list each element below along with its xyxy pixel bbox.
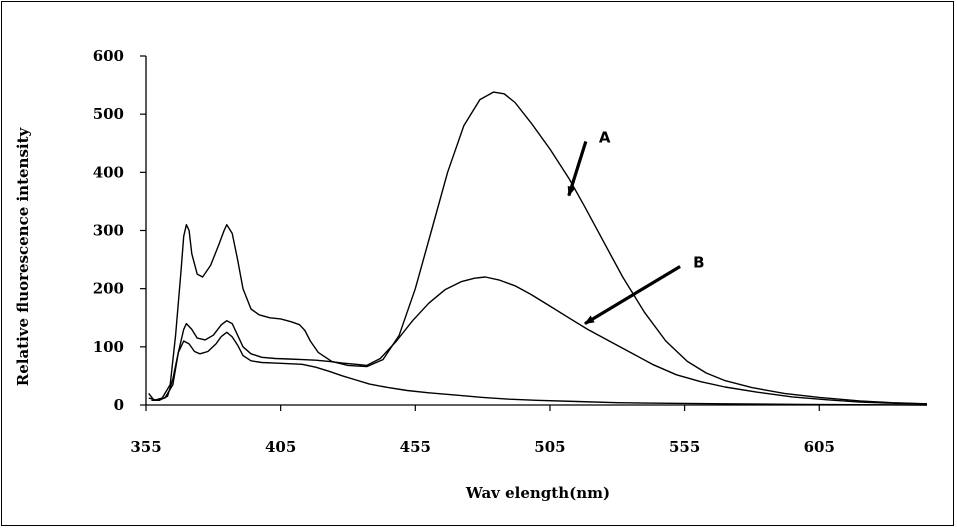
- y-tick-label: 100: [93, 338, 124, 356]
- x-tick-label: 605: [804, 438, 835, 456]
- y-tick-label: 500: [93, 105, 124, 123]
- annotation-layer: AB: [567, 128, 705, 325]
- y-tick-label: 300: [93, 222, 124, 240]
- series-unlabeled-line: [151, 331, 928, 406]
- y-tick-label: 400: [93, 163, 124, 181]
- x-tick-label: 505: [534, 438, 565, 456]
- annotation-label-B: B: [693, 253, 704, 271]
- series-layer: [148, 91, 928, 406]
- y-tick-label: 200: [93, 280, 124, 298]
- series-B-line: [148, 276, 928, 405]
- annotation-arrow-A: [567, 140, 588, 197]
- x-tick-label: 555: [669, 438, 700, 456]
- x-tick-label: 405: [265, 438, 296, 456]
- y-axis-title: Relative fluorescence intensity: [14, 126, 32, 386]
- x-axis-title: Wav elength(nm): [465, 484, 610, 502]
- y-tick-label: 0: [114, 396, 124, 414]
- x-tick-label: 455: [400, 438, 431, 456]
- axes: 0 100 200 300 400 500 600 355 405 455 505 555 605: [93, 47, 927, 456]
- annotation-label-A: A: [599, 128, 611, 146]
- annotation-arrow-B: [584, 265, 681, 325]
- x-tick-label: 355: [130, 438, 161, 456]
- y-tick-label: 600: [93, 47, 124, 65]
